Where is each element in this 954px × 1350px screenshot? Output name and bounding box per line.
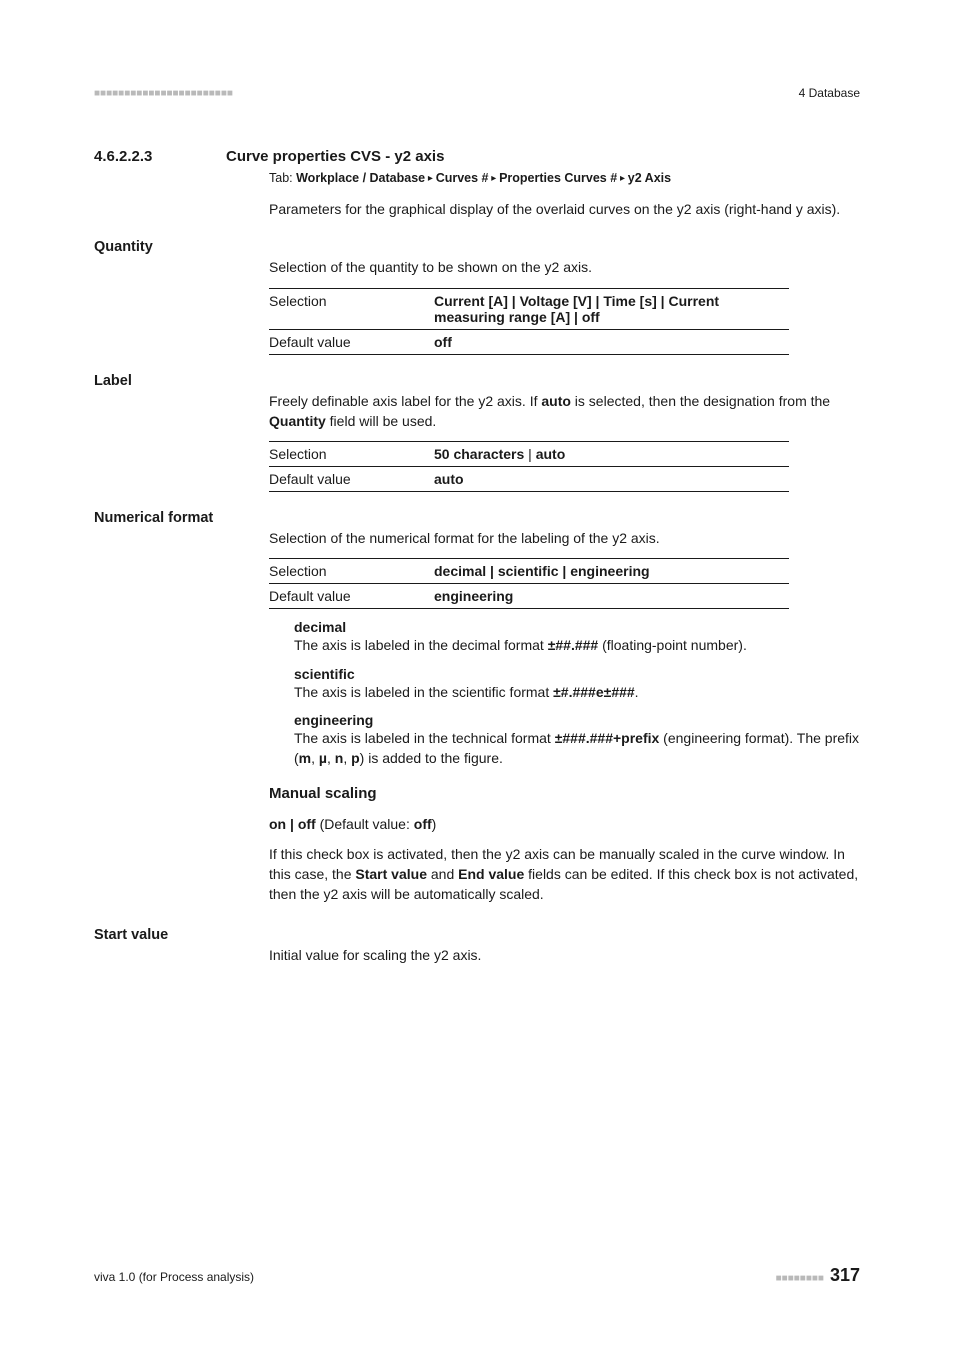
tab-path2: Curves #: [436, 171, 489, 185]
def-scientific-fmt: ±#.###e±###: [553, 684, 635, 700]
page-footer: viva 1.0 (for Process analysis) ■■■■■■■■…: [94, 1265, 860, 1286]
def-decimal-fmt: ±##.###: [548, 637, 599, 653]
onoff-dv-open: (Default value:: [316, 816, 414, 832]
label-selection-val: 50 characters | auto: [434, 442, 789, 467]
quantity-desc: Selection of the quantity to be shown on…: [269, 257, 860, 277]
label-sel-a: 50 characters: [434, 446, 524, 462]
quantity-selection-key: Selection: [269, 288, 434, 329]
manual-scaling-heading: Manual scaling: [269, 785, 860, 802]
onoff-dv-val: off: [414, 816, 432, 832]
def-scientific-t2: .: [635, 684, 639, 700]
numfmt-desc: Selection of the numerical format for th…: [269, 528, 860, 548]
startvalue-desc: Initial value for scaling the y2 axis.: [269, 945, 860, 965]
footer-right: ■■■■■■■■ 317: [776, 1265, 860, 1286]
def-eng-c2: ,: [327, 750, 335, 766]
def-decimal-term: decimal: [294, 619, 860, 635]
numfmt-selection-val: decimal | scientific | engineering: [434, 559, 789, 584]
def-decimal-t1: The axis is labeled in the decimal forma…: [294, 637, 548, 653]
page-number: 317: [830, 1265, 860, 1285]
tab-path: Tab: Workplace / Database ▸ Curves # ▸ P…: [269, 171, 860, 185]
def-eng-c1: ,: [311, 750, 319, 766]
table-row: Default value off: [269, 329, 789, 354]
def-engineering-term: engineering: [294, 712, 860, 728]
numfmt-table: Selection decimal | scientific | enginee…: [269, 558, 789, 609]
def-scientific-text: The axis is labeled in the scientific fo…: [294, 682, 860, 702]
def-scientific-term: scientific: [294, 666, 860, 682]
def-eng-c3: ,: [343, 750, 351, 766]
startvalue-heading: Start value: [94, 927, 860, 943]
def-engineering: engineering The axis is labeled in the t…: [294, 712, 860, 769]
manual-scaling-para: If this check box is activated, then the…: [269, 844, 860, 905]
header-chapter: 4 Database: [799, 86, 860, 100]
label-heading: Label: [94, 373, 860, 389]
tab-sep-2: ▸: [489, 173, 500, 184]
numfmt-selection-key: Selection: [269, 559, 434, 584]
def-eng-fmt: ±###.###+prefix: [555, 730, 660, 746]
tab-sep-1: ▸: [425, 173, 436, 184]
footer-dashes: ■■■■■■■■: [776, 1273, 824, 1284]
manual-ev: End value: [458, 866, 524, 882]
label-desc-a: Freely definable axis label for the y2 a…: [269, 393, 541, 409]
numfmt-default-val: engineering: [434, 584, 789, 609]
tab-path1: Workplace / Database: [296, 171, 425, 185]
quantity-selection-val: Current [A] | Voltage [V] | Time [s] | C…: [434, 288, 789, 329]
def-eng-p4: p: [351, 750, 360, 766]
numfmt-default-key: Default value: [269, 584, 434, 609]
def-engineering-text: The axis is labeled in the technical for…: [294, 728, 860, 769]
label-sel-sep: |: [524, 446, 535, 462]
quantity-table: Selection Current [A] | Voltage [V] | Ti…: [269, 288, 789, 355]
label-desc: Freely definable axis label for the y2 a…: [269, 391, 860, 432]
section-title: Curve properties CVS - y2 axis: [226, 148, 444, 165]
quantity-heading: Quantity: [94, 239, 860, 255]
def-decimal-t2: (floating-point number).: [598, 637, 747, 653]
tab-path3: Properties Curves #: [499, 171, 617, 185]
onoff-off: off: [298, 816, 316, 832]
def-scientific-t1: The axis is labeled in the scientific fo…: [294, 684, 553, 700]
manual-sv: Start value: [355, 866, 427, 882]
tab-path4: y2 Axis: [628, 171, 671, 185]
intro-paragraph: Parameters for the graphical display of …: [269, 199, 860, 219]
manual-scaling-onoff: on | off (Default value: off): [269, 816, 860, 832]
def-decimal: decimal The axis is labeled in the decim…: [294, 619, 860, 655]
onoff-on: on: [269, 816, 286, 832]
table-row: Selection decimal | scientific | enginee…: [269, 559, 789, 584]
label-desc-b: auto: [541, 393, 571, 409]
def-eng-t1: The axis is labeled in the technical for…: [294, 730, 555, 746]
def-scientific: scientific The axis is labeled in the sc…: [294, 666, 860, 702]
def-eng-p2: µ: [319, 750, 327, 766]
label-sel-b: auto: [536, 446, 566, 462]
def-eng-t3: ) is added to the figure.: [360, 750, 503, 766]
table-row: Selection Current [A] | Voltage [V] | Ti…: [269, 288, 789, 329]
label-default-key: Default value: [269, 467, 434, 492]
section-number: 4.6.2.2.3: [94, 148, 226, 165]
def-decimal-text: The axis is labeled in the decimal forma…: [294, 635, 860, 655]
label-table: Selection 50 characters | auto Default v…: [269, 441, 789, 492]
label-selection-key: Selection: [269, 442, 434, 467]
tab-sep-3: ▸: [617, 173, 628, 184]
footer-left: viva 1.0 (for Process analysis): [94, 1270, 254, 1284]
page-header: ■■■■■■■■■■■■■■■■■■■■■■■ 4 Database: [94, 86, 860, 100]
quantity-default-val: off: [434, 329, 789, 354]
numfmt-heading: Numerical format: [94, 510, 860, 526]
label-desc-e: field will be used.: [326, 413, 437, 429]
onoff-dv-close: ): [432, 816, 437, 832]
quantity-default-key: Default value: [269, 329, 434, 354]
header-dashes: ■■■■■■■■■■■■■■■■■■■■■■■: [94, 88, 233, 99]
label-default-val: auto: [434, 467, 789, 492]
section-heading: 4.6.2.2.3 Curve properties CVS - y2 axis: [94, 148, 860, 165]
def-eng-p1: m: [299, 750, 311, 766]
manual-para-b: and: [427, 866, 458, 882]
onoff-pipe: |: [286, 816, 298, 832]
tab-prefix: Tab:: [269, 171, 296, 185]
table-row: Default value engineering: [269, 584, 789, 609]
label-desc-c: is selected, then the designation from t…: [571, 393, 830, 409]
table-row: Default value auto: [269, 467, 789, 492]
label-desc-d: Quantity: [269, 413, 326, 429]
table-row: Selection 50 characters | auto: [269, 442, 789, 467]
